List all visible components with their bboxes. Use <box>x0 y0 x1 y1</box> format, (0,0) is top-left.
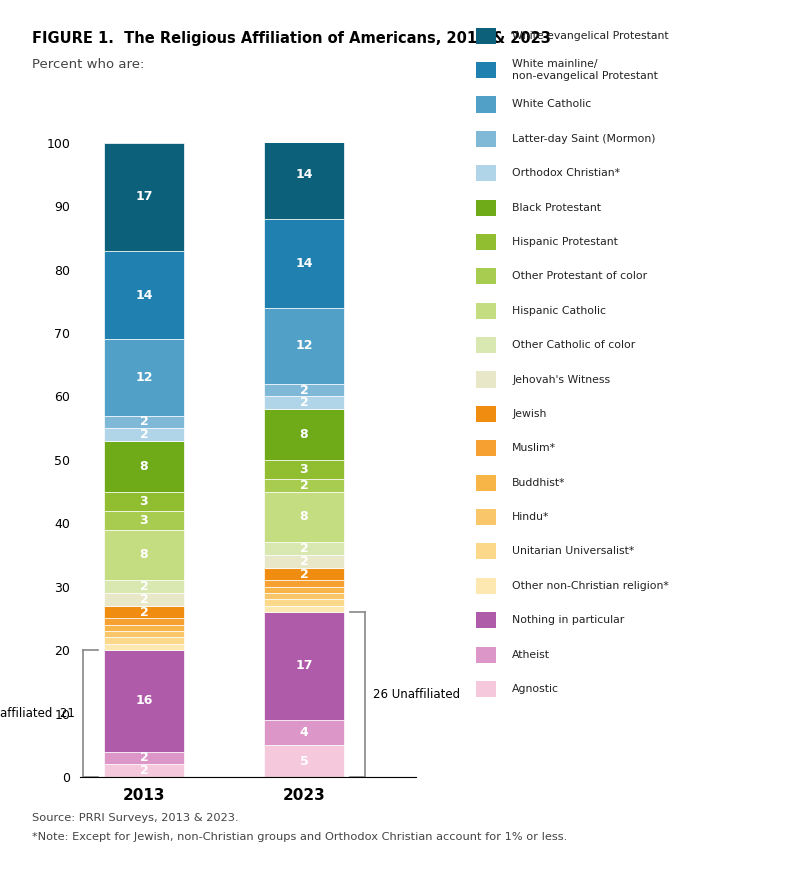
Bar <box>104 143 184 251</box>
Bar <box>264 593 344 599</box>
Text: Source: PRRI Surveys, 2013 & 2023.: Source: PRRI Surveys, 2013 & 2023. <box>32 813 238 822</box>
Text: 2: 2 <box>140 428 148 441</box>
Text: White evangelical Protestant: White evangelical Protestant <box>512 30 669 41</box>
Bar <box>104 428 184 441</box>
Bar <box>104 752 184 764</box>
Text: 26 Unaffiliated: 26 Unaffiliated <box>373 688 460 701</box>
Bar <box>104 441 184 491</box>
Text: Buddhist*: Buddhist* <box>512 478 566 488</box>
Bar <box>104 530 184 580</box>
Bar <box>104 251 184 339</box>
Text: Orthodox Christian*: Orthodox Christian* <box>512 168 620 179</box>
Text: *Note: Except for Jewish, non-Christian groups and Orthodox Christian account fo: *Note: Except for Jewish, non-Christian … <box>32 832 567 842</box>
Text: 2: 2 <box>140 580 148 593</box>
Bar <box>104 625 184 631</box>
Text: 12: 12 <box>135 371 153 384</box>
Text: Jewish: Jewish <box>512 409 546 419</box>
Bar <box>104 605 184 619</box>
Text: Other non-Christian religion*: Other non-Christian religion* <box>512 580 669 591</box>
Text: 14: 14 <box>135 288 153 302</box>
Bar <box>104 631 184 638</box>
Text: 2: 2 <box>300 542 308 555</box>
Text: Nothing in particular: Nothing in particular <box>512 615 624 625</box>
Text: 8: 8 <box>300 428 308 441</box>
Bar <box>104 415 184 428</box>
Text: 14: 14 <box>295 168 313 181</box>
Text: 2: 2 <box>300 479 308 492</box>
Text: 17: 17 <box>135 190 153 204</box>
Text: Atheist: Atheist <box>512 649 550 660</box>
Text: 3: 3 <box>300 463 308 476</box>
Bar <box>104 593 184 605</box>
Bar <box>104 638 184 644</box>
Bar <box>104 511 184 530</box>
Bar <box>104 644 184 650</box>
Text: Hindu*: Hindu* <box>512 512 550 522</box>
Bar <box>264 599 344 605</box>
Bar <box>104 764 184 777</box>
Text: Hispanic Protestant: Hispanic Protestant <box>512 237 618 247</box>
Text: 2: 2 <box>140 751 148 764</box>
Bar <box>264 384 344 396</box>
Bar <box>264 720 344 745</box>
Bar <box>264 542 344 555</box>
Bar <box>264 219 344 308</box>
Text: 5: 5 <box>300 755 308 768</box>
Bar <box>264 409 344 460</box>
Text: 12: 12 <box>295 339 313 352</box>
Text: Jehovah's Witness: Jehovah's Witness <box>512 374 610 385</box>
Bar <box>264 587 344 593</box>
Text: 8: 8 <box>140 548 148 562</box>
Text: 17: 17 <box>295 659 313 672</box>
Text: 2: 2 <box>300 384 308 396</box>
Bar <box>264 491 344 542</box>
Text: Other Protestant of color: Other Protestant of color <box>512 271 647 281</box>
Text: Percent who are:: Percent who are: <box>32 58 144 71</box>
Bar <box>264 308 344 384</box>
Bar <box>264 555 344 568</box>
Text: 3: 3 <box>140 495 148 507</box>
Text: 2: 2 <box>140 764 148 777</box>
Bar <box>104 618 184 625</box>
Text: White mainline/
non-evangelical Protestant: White mainline/ non-evangelical Protesta… <box>512 59 658 81</box>
Text: 8: 8 <box>300 511 308 523</box>
Text: Unitarian Universalist*: Unitarian Universalist* <box>512 547 634 556</box>
Bar <box>264 745 344 777</box>
Text: White Catholic: White Catholic <box>512 99 591 110</box>
Text: Black Protestant: Black Protestant <box>512 203 601 213</box>
Bar <box>264 612 344 720</box>
Bar <box>104 650 184 752</box>
Text: 2: 2 <box>300 568 308 580</box>
Text: 2: 2 <box>300 555 308 568</box>
Text: Other Catholic of color: Other Catholic of color <box>512 340 635 350</box>
Text: 8: 8 <box>140 460 148 472</box>
Bar <box>264 605 344 612</box>
Text: 2: 2 <box>140 593 148 605</box>
Text: 14: 14 <box>295 257 313 270</box>
Text: Muslim*: Muslim* <box>512 443 556 454</box>
Text: 16: 16 <box>135 695 153 707</box>
Text: Unaffiliated  21: Unaffiliated 21 <box>0 707 75 720</box>
Text: 2: 2 <box>300 396 308 409</box>
Bar <box>264 580 344 587</box>
Bar <box>264 479 344 491</box>
Text: 4: 4 <box>300 726 308 739</box>
Text: 2: 2 <box>140 605 148 619</box>
Text: 3: 3 <box>140 513 148 527</box>
Text: FIGURE 1.  The Religious Affiliation of Americans, 2013 & 2023: FIGURE 1. The Religious Affiliation of A… <box>32 31 551 46</box>
Text: Agnostic: Agnostic <box>512 684 559 694</box>
Text: 2: 2 <box>140 415 148 429</box>
Bar <box>104 339 184 415</box>
Bar <box>104 580 184 593</box>
Bar <box>264 130 344 219</box>
Bar <box>104 491 184 511</box>
Bar <box>264 396 344 409</box>
Text: Hispanic Catholic: Hispanic Catholic <box>512 305 606 316</box>
Text: Latter-day Saint (Mormon): Latter-day Saint (Mormon) <box>512 134 655 144</box>
Bar <box>264 568 344 580</box>
Bar <box>264 460 344 479</box>
